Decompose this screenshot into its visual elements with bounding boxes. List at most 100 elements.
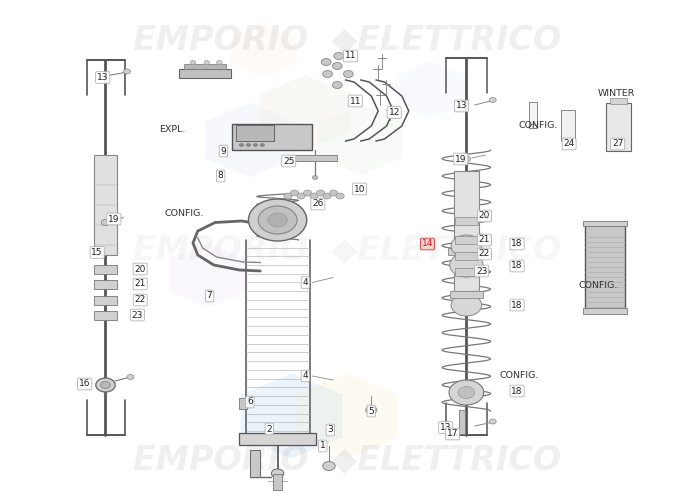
Bar xyxy=(610,98,627,103)
Circle shape xyxy=(489,419,496,424)
Text: 21: 21 xyxy=(135,280,146,288)
Circle shape xyxy=(124,69,130,74)
Circle shape xyxy=(297,193,305,199)
Text: 11: 11 xyxy=(350,96,361,106)
Text: 20: 20 xyxy=(135,264,146,274)
Polygon shape xyxy=(240,374,343,458)
Text: 4: 4 xyxy=(303,372,308,380)
Circle shape xyxy=(246,144,251,146)
Circle shape xyxy=(451,294,482,316)
Circle shape xyxy=(323,70,332,78)
Circle shape xyxy=(253,144,257,146)
Circle shape xyxy=(458,386,475,398)
Text: EMPORIO  ◆ELETTRICO: EMPORIO ◆ELETTRICO xyxy=(133,444,561,476)
Bar xyxy=(455,268,478,276)
Text: CONFIG.: CONFIG. xyxy=(500,370,539,380)
Circle shape xyxy=(332,62,342,70)
Circle shape xyxy=(451,235,482,257)
Bar xyxy=(459,410,465,434)
Bar xyxy=(94,155,117,255)
Text: CONFIG.: CONFIG. xyxy=(164,210,203,218)
Text: EXPL.: EXPL. xyxy=(159,124,185,134)
Text: 27: 27 xyxy=(612,140,623,148)
Circle shape xyxy=(101,382,110,388)
Circle shape xyxy=(310,193,319,199)
Bar xyxy=(455,236,478,244)
Text: 13: 13 xyxy=(456,102,467,110)
Text: 9: 9 xyxy=(221,146,226,156)
Bar xyxy=(561,110,575,141)
Text: 8: 8 xyxy=(218,172,223,180)
Bar xyxy=(184,64,226,69)
Circle shape xyxy=(303,190,312,196)
Bar xyxy=(239,398,247,409)
Text: 7: 7 xyxy=(207,292,212,300)
Polygon shape xyxy=(230,22,297,78)
Text: 19: 19 xyxy=(455,154,466,164)
Circle shape xyxy=(366,406,377,414)
Circle shape xyxy=(290,190,298,196)
Text: 15: 15 xyxy=(92,248,103,257)
Bar xyxy=(583,308,627,314)
Circle shape xyxy=(268,213,287,227)
Bar xyxy=(94,296,117,305)
Circle shape xyxy=(344,70,353,78)
Text: 18: 18 xyxy=(511,262,523,270)
Circle shape xyxy=(239,144,244,146)
Circle shape xyxy=(450,253,483,277)
Text: CONFIG.: CONFIG. xyxy=(518,122,557,130)
Text: 18: 18 xyxy=(511,300,523,310)
Circle shape xyxy=(323,193,331,199)
Text: 17: 17 xyxy=(447,430,458,438)
Text: 18: 18 xyxy=(511,240,523,248)
Circle shape xyxy=(204,60,210,64)
Polygon shape xyxy=(260,75,350,150)
Text: 2: 2 xyxy=(266,424,272,434)
Bar xyxy=(94,265,117,274)
Bar xyxy=(450,290,483,298)
Bar xyxy=(94,311,117,320)
Circle shape xyxy=(271,469,284,478)
Text: 24: 24 xyxy=(564,140,575,148)
Bar xyxy=(529,102,537,128)
Text: 23: 23 xyxy=(476,266,487,276)
Text: 11: 11 xyxy=(345,52,356,60)
Text: 25: 25 xyxy=(283,156,294,166)
Bar xyxy=(288,155,337,161)
Polygon shape xyxy=(205,102,295,178)
Circle shape xyxy=(334,52,344,60)
Circle shape xyxy=(321,58,331,66)
Text: 10: 10 xyxy=(354,184,365,194)
Circle shape xyxy=(96,378,115,392)
Text: 12: 12 xyxy=(389,108,400,117)
Circle shape xyxy=(248,199,307,241)
Circle shape xyxy=(330,190,338,196)
Circle shape xyxy=(260,144,264,146)
Polygon shape xyxy=(169,242,247,308)
Polygon shape xyxy=(396,61,465,119)
Bar xyxy=(236,125,274,141)
Circle shape xyxy=(258,206,297,234)
Text: 3: 3 xyxy=(328,426,333,434)
Polygon shape xyxy=(319,105,403,175)
Text: EMPORIO  ◆ELETTRICO: EMPORIO ◆ELETTRICO xyxy=(133,234,561,266)
Circle shape xyxy=(316,190,325,196)
Text: 5: 5 xyxy=(369,406,374,416)
Text: 13: 13 xyxy=(97,73,108,82)
Bar xyxy=(455,216,478,224)
Text: 6: 6 xyxy=(247,398,253,406)
Text: 21: 21 xyxy=(479,236,490,244)
Text: 4: 4 xyxy=(303,278,308,287)
Text: EMPORIO  ◆ELETTRICO: EMPORIO ◆ELETTRICO xyxy=(133,24,561,56)
Text: 1: 1 xyxy=(320,442,325,450)
Circle shape xyxy=(449,380,484,405)
Bar xyxy=(564,140,571,145)
Circle shape xyxy=(332,82,342,88)
Bar xyxy=(585,225,625,309)
Bar xyxy=(455,252,478,260)
Text: 20: 20 xyxy=(479,212,490,220)
Text: 26: 26 xyxy=(312,200,323,208)
Text: 16: 16 xyxy=(79,380,90,388)
Bar xyxy=(232,124,312,150)
Polygon shape xyxy=(296,374,398,458)
